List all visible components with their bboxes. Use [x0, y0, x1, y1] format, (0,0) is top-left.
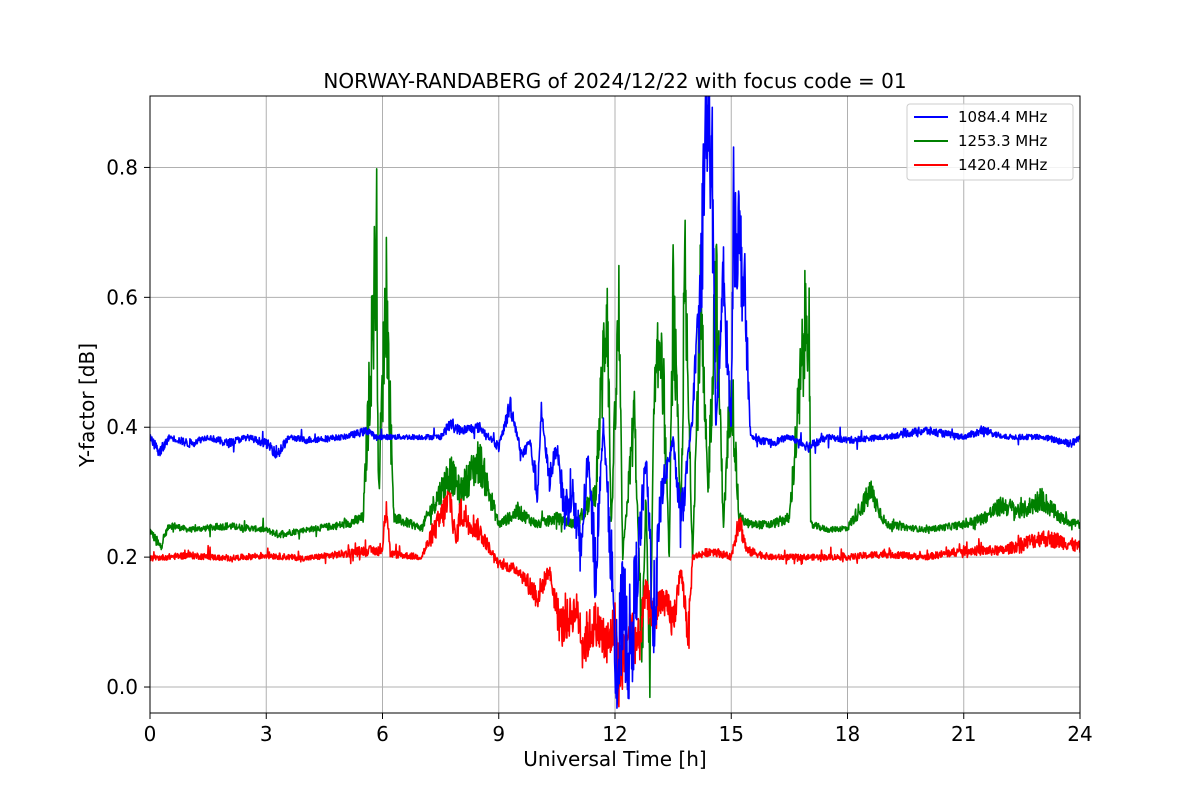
y-axis-label: Y-factor [dB]: [75, 343, 99, 468]
legend-label-1253: 1253.3 MHz: [958, 132, 1047, 150]
chart-title: NORWAY-RANDABERG of 2024/12/22 with focu…: [323, 69, 906, 93]
x-tick-label: 21: [951, 722, 976, 746]
x-tick-label: 9: [492, 722, 505, 746]
series-line-14204: [150, 490, 1080, 708]
series-line-10844: [150, 96, 1080, 709]
x-tick-label: 12: [602, 722, 627, 746]
y-tick-label: 0.8: [106, 155, 138, 179]
series-line-12533: [150, 168, 1080, 699]
y-axis: 0.0 0.2 0.4 0.6 0.8: [106, 155, 150, 699]
x-tick-label: 6: [376, 722, 389, 746]
x-tick-label: 15: [719, 722, 744, 746]
legend-label-1084: 1084.4 MHz: [958, 108, 1047, 126]
legend: 1084.4 MHz 1253.3 MHz 1420.4 MHz: [906, 103, 1074, 181]
legend-label-1420: 1420.4 MHz: [958, 156, 1047, 174]
x-tick-label: 0: [144, 722, 157, 746]
legend-box: [906, 103, 1074, 181]
y-tick-label: 0.2: [106, 545, 138, 569]
y-tick-label: 0.0: [106, 675, 138, 699]
series-layer: [150, 96, 1080, 709]
y-tick-label: 0.6: [106, 285, 138, 309]
x-axis: 0 3 6 9 12 15 18 21 24: [144, 713, 1093, 746]
x-tick-label: 18: [835, 722, 860, 746]
y-tick-label: 0.4: [106, 415, 138, 439]
x-tick-label: 24: [1067, 722, 1092, 746]
x-tick-label: 3: [260, 722, 273, 746]
x-axis-label: Universal Time [h]: [523, 747, 706, 771]
